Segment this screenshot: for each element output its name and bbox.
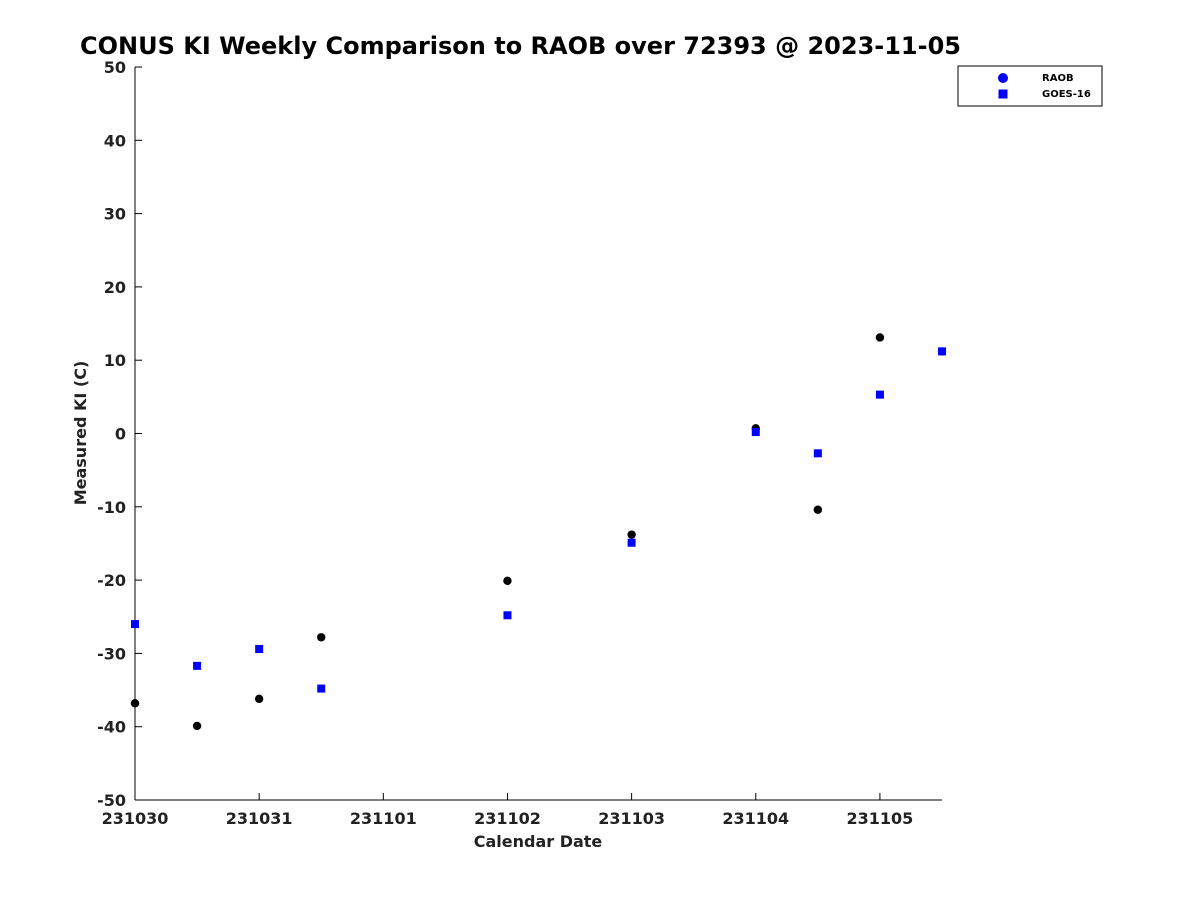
x-tick-label: 231103 [598, 809, 665, 828]
y-tick-label: -20 [97, 571, 126, 590]
y-tick-label: 50 [104, 58, 126, 77]
x-axis-label: Calendar Date [474, 832, 603, 851]
y-tick-label: 40 [104, 131, 126, 150]
goes16-point [875, 390, 884, 399]
raob-point [627, 530, 636, 539]
x-ticks: 231030 231031 231101 231102 231103 231104 2311… [102, 793, 914, 828]
x-tick-label: 231101 [350, 809, 417, 828]
x-tick-label: 231030 [102, 809, 169, 828]
raob-point [130, 699, 140, 708]
chart-title: CONUS KI Weekly Comparison to RAOB over … [80, 32, 961, 60]
series-goes16 [131, 347, 946, 693]
goes16-point [317, 684, 326, 693]
legend-marker-raob [998, 73, 1008, 83]
y-tick-label: 20 [104, 278, 126, 297]
goes16-point [751, 428, 760, 437]
legend-marker-goes16 [998, 89, 1008, 99]
series-raob [130, 333, 947, 731]
raob-point [192, 721, 202, 731]
raob-point [813, 505, 823, 514]
y-tick-label: 30 [104, 205, 126, 224]
y-axis-label: Measured KI (C) [71, 361, 90, 506]
legend-label-raob: RAOB [1042, 73, 1074, 84]
goes16-point [813, 449, 822, 458]
legend: RAOB GOES-16 [957, 65, 1103, 107]
axes [134, 67, 942, 801]
y-tick-label: 0 [115, 425, 126, 444]
raob-point [503, 576, 512, 586]
goes16-point [193, 661, 202, 670]
y-tick-label: -50 [97, 791, 126, 810]
x-tick-label: 231031 [226, 809, 293, 828]
raob-point [875, 333, 885, 342]
y-tick-label: -40 [97, 718, 126, 737]
y-tick-label: -30 [97, 644, 126, 663]
x-tick-label: 231102 [474, 809, 541, 828]
y-tick-label: -10 [97, 498, 126, 517]
goes16-point [255, 645, 264, 654]
raob-point [254, 694, 264, 704]
legend-label-goes16: GOES-16 [1042, 89, 1091, 100]
y-ticks: 50 40 30 20 10 0 -10 -20 -30 -40 -50 [97, 58, 142, 810]
goes16-point [503, 611, 512, 620]
x-tick-label: 231105 [847, 809, 914, 828]
y-tick-label: 10 [104, 351, 126, 370]
raob-point [317, 633, 326, 642]
goes16-point [938, 347, 946, 356]
legend-box [957, 65, 1103, 107]
x-tick-label: 231104 [722, 809, 789, 828]
goes16-point [627, 538, 636, 547]
goes16-point [131, 620, 139, 629]
